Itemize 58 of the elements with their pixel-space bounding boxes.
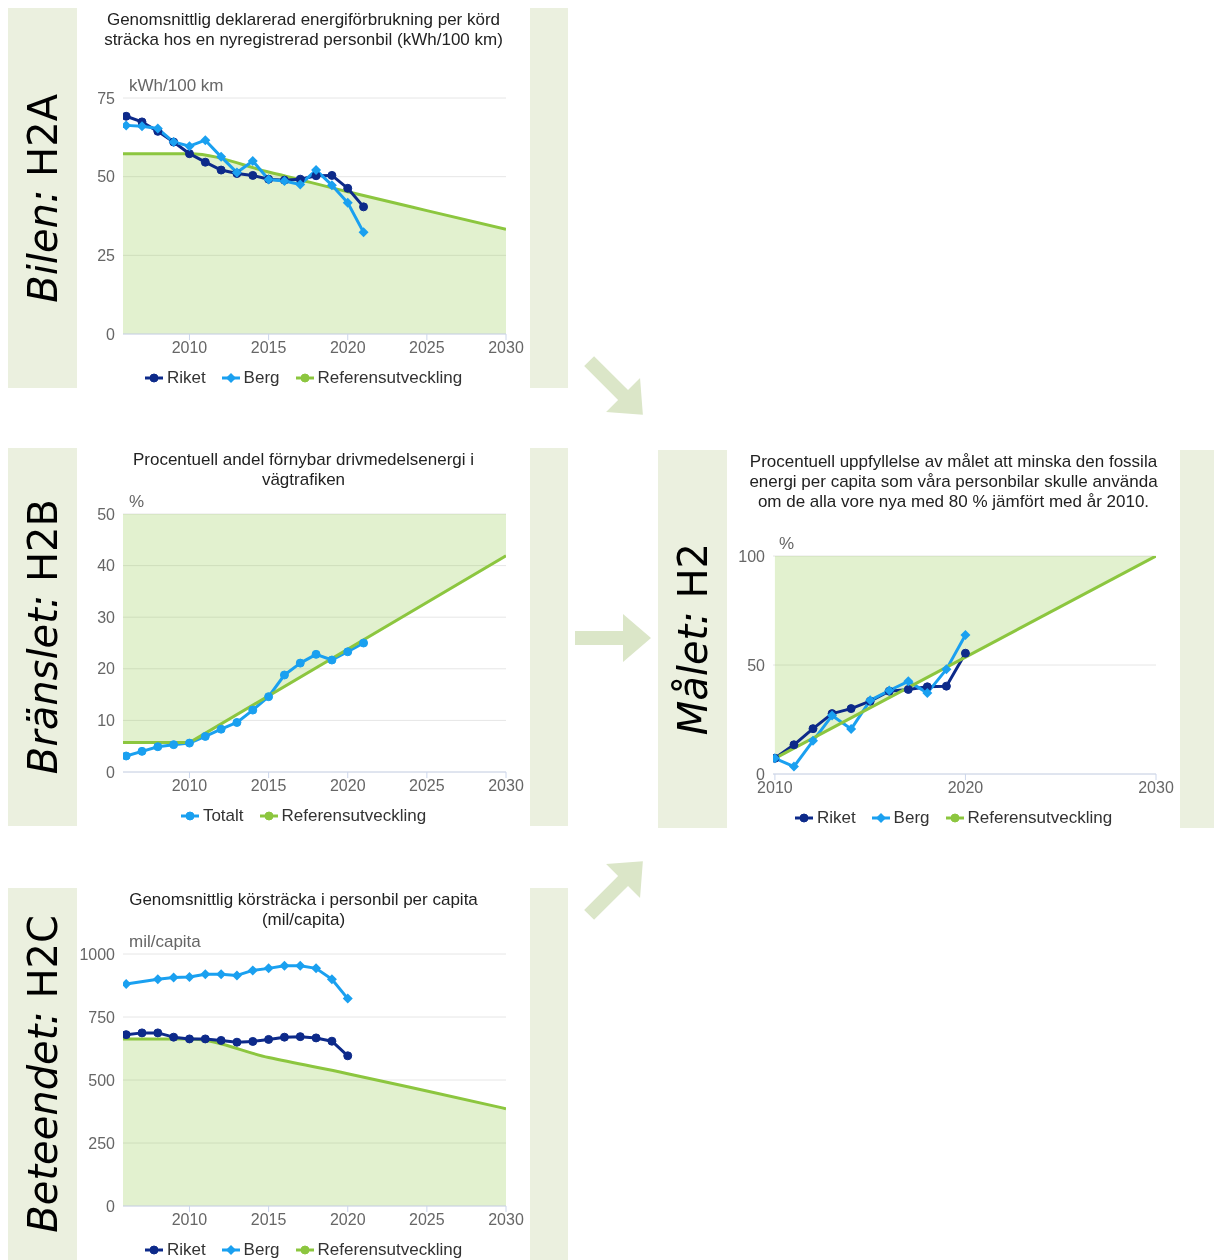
y-tick-label: 10 xyxy=(97,712,116,730)
x-tick-label: 2020 xyxy=(947,779,984,797)
y-axis-title: % xyxy=(779,534,795,554)
y-tick-label: 500 xyxy=(88,1071,116,1089)
legend-label: Totalt xyxy=(201,806,244,826)
x-tick-label: 2030 xyxy=(488,777,524,795)
x-tick-label: 2020 xyxy=(329,1211,366,1229)
x-tick-label: 2010 xyxy=(171,1211,208,1229)
y-tick-label: 0 xyxy=(106,763,116,781)
x-tick-label: 2025 xyxy=(409,339,445,357)
x-tick-label: 2020 xyxy=(329,339,366,357)
y-tick-label: 50 xyxy=(97,505,116,523)
x-tick-label: 2020 xyxy=(329,777,366,795)
y-tick-label: 0 xyxy=(106,325,116,343)
text: Bränslet: H2B xyxy=(19,499,66,775)
y-axis-title: % xyxy=(129,492,145,512)
y-tick-label: 750 xyxy=(88,1008,116,1026)
legend-label: Referensutveckling xyxy=(280,806,427,826)
legend-label: Referensutveckling xyxy=(966,808,1113,828)
y-tick-label: 50 xyxy=(97,168,116,186)
x-tick-label: 2025 xyxy=(409,777,445,795)
y-tick-label: 30 xyxy=(97,608,116,626)
x-tick-label: 2030 xyxy=(1138,779,1174,797)
chart-title: Genomsnittlig körsträcka i personbil per capita (mil/capita) xyxy=(128,889,479,930)
legend-label: Referensutveckling xyxy=(316,1240,463,1260)
legend-label: Riket xyxy=(165,368,206,388)
legend-label: Berg xyxy=(892,808,930,828)
y-tick-label: 0 xyxy=(106,1197,116,1215)
y-axis-title: mil/capita xyxy=(129,932,201,952)
x-tick-label: 2010 xyxy=(171,777,208,795)
y-tick-label: 20 xyxy=(97,660,116,678)
x-tick-label: 2015 xyxy=(250,1211,287,1229)
y-tick-label: 100 xyxy=(738,547,766,565)
x-tick-label: 2025 xyxy=(409,1211,445,1229)
legend-label: Referensutveckling xyxy=(316,368,463,388)
chart-title: Procentuell andel förnybar drivmedelsenergi i vägtrafiken xyxy=(131,449,476,490)
x-tick-label: 2010 xyxy=(171,339,208,357)
x-tick-label: 2015 xyxy=(250,777,287,795)
legend-label: Riket xyxy=(165,1240,206,1260)
y-tick-label: 75 xyxy=(97,89,116,107)
y-tick-label: 40 xyxy=(97,557,116,575)
y-tick-label: 25 xyxy=(97,247,116,265)
x-tick-label: 2010 xyxy=(757,779,793,797)
y-axis-title: kWh/100 km xyxy=(129,76,224,96)
x-tick-label: 2030 xyxy=(488,339,524,357)
y-tick-label: 250 xyxy=(88,1134,116,1152)
chart-title: Procentuell uppfyllelse av målet att minska den fossila energi per capita som våra personbilar skulle använda om de alla vore nya med 80 % jämfört med år 2010. xyxy=(748,451,1159,512)
x-tick-label: 2030 xyxy=(488,1211,524,1229)
text: Bilen: H2A xyxy=(19,93,66,303)
text: Målet: H2 xyxy=(669,542,716,736)
legend-label: Riket xyxy=(815,808,856,828)
chart-title: Genomsnittlig deklarerad energiförbrukning per körd sträcka hos en nyregistrerad personbil (kWh/100 km) xyxy=(103,9,504,50)
text: Beteendet: H2C xyxy=(19,915,66,1233)
x-tick-label: 2015 xyxy=(250,339,287,357)
legend-label: Berg xyxy=(242,368,280,388)
y-tick-label: 50 xyxy=(747,656,766,674)
y-tick-label: 1000 xyxy=(79,945,116,963)
legend-label: Berg xyxy=(242,1240,280,1260)
